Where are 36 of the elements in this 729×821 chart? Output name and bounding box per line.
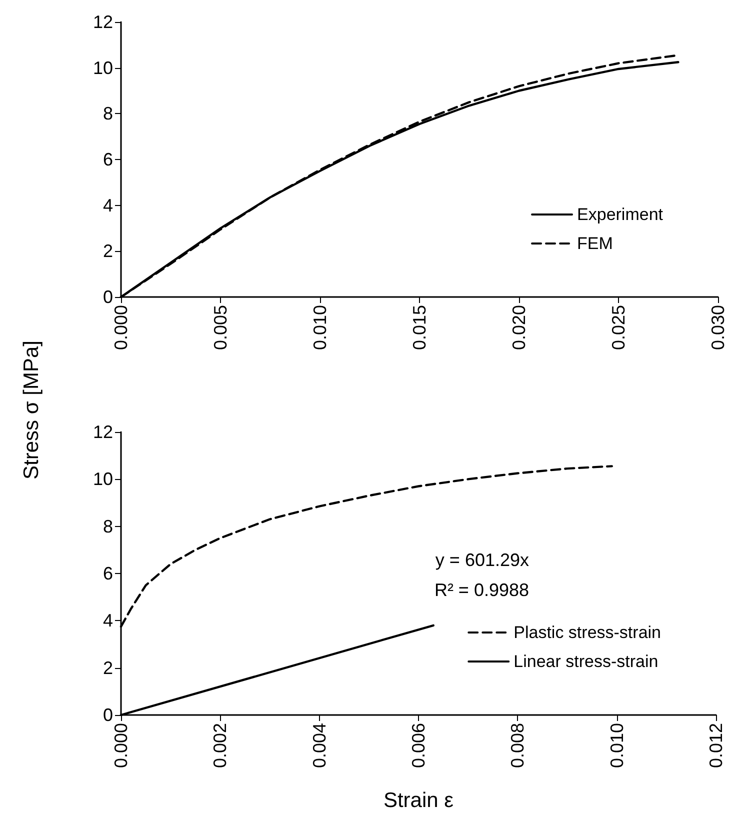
legend-label: Experiment <box>577 205 664 224</box>
x-tick-label: 0.000 <box>111 723 131 768</box>
x-axis-title: Strain ε <box>383 789 454 812</box>
x-tick-label: 0.025 <box>608 305 628 350</box>
x-tick-label: 0.012 <box>706 723 726 768</box>
x-tick-label: 0.015 <box>410 305 430 350</box>
y-tick-label: 2 <box>102 241 113 262</box>
x-tick-label: 0.004 <box>309 723 330 768</box>
x-tick-label: 0.008 <box>508 723 528 768</box>
x-tick-label: 0.006 <box>408 723 428 768</box>
legend-label: FEM <box>577 234 613 253</box>
y-tick-label: 0 <box>102 705 113 725</box>
x-tick-label: 0.005 <box>210 305 230 350</box>
x-tick-label: 0.030 <box>708 305 728 350</box>
x-tick-label: 0.002 <box>210 723 230 768</box>
y-tick-label: 6 <box>102 150 113 170</box>
y-tick-label: 6 <box>102 564 113 584</box>
legend-label: Linear stress-strain <box>514 652 658 671</box>
annotation: R² = 0.9988 <box>434 580 529 600</box>
x-tick-label: 0.000 <box>111 305 131 350</box>
y-tick-label: 4 <box>102 610 113 631</box>
y-tick-label: 12 <box>92 12 113 32</box>
y-tick-label: 0 <box>102 287 113 307</box>
y-tick-label: 8 <box>102 516 113 536</box>
y-tick-label: 4 <box>102 195 113 216</box>
x-tick-label: 0.020 <box>509 305 529 350</box>
y-tick-label: 12 <box>92 422 113 442</box>
y-tick-label: 10 <box>92 469 113 490</box>
annotation: y = 601.29x <box>435 550 530 570</box>
y-tick-label: 8 <box>102 104 113 124</box>
y-tick-label: 2 <box>102 658 113 678</box>
legend-label: Plastic stress-strain <box>514 623 662 642</box>
y-tick-label: 10 <box>92 58 113 78</box>
y-axis-title: Stress σ [MPa] <box>20 340 44 480</box>
x-tick-label: 0.010 <box>310 305 330 350</box>
x-tick-label: 0.010 <box>606 723 627 768</box>
